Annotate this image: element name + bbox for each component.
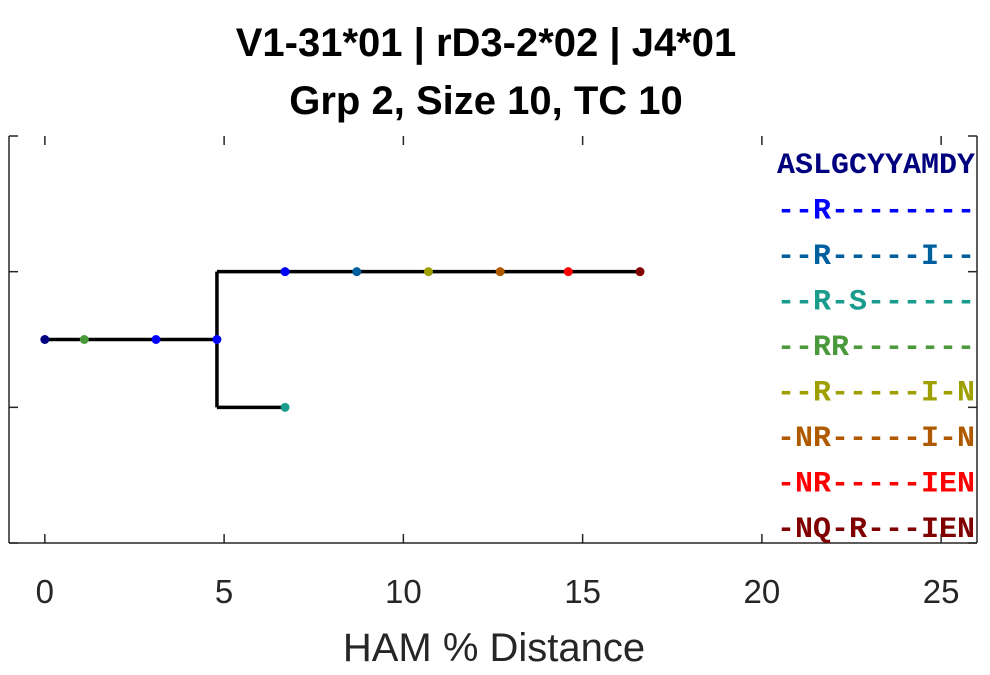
tree-nodes xyxy=(40,267,645,412)
sequence-label: -NQ-R---IEN xyxy=(777,513,975,547)
tree-node xyxy=(635,267,645,277)
tree-node xyxy=(40,335,50,344)
sequence-labels: ASLGCYYAMDY --R-------- --R-----I-- --R-S--… xyxy=(777,149,975,547)
chart-title-line-1: V1-31*01 | rD3-2*02 | J4*01 xyxy=(236,21,737,65)
sequence-label: -NR-----IEN xyxy=(777,468,975,502)
sequence-label: --R-S------ xyxy=(777,286,975,320)
x-tick-label: 25 xyxy=(923,573,960,610)
tree-node xyxy=(212,335,222,344)
x-tick-label: 20 xyxy=(744,573,781,610)
sequence-label: --R-----I-- xyxy=(777,240,975,274)
x-tick-label: 10 xyxy=(385,573,422,610)
x-tick-label: 15 xyxy=(564,573,601,610)
sequence-label: -NR-----I-N xyxy=(777,422,975,456)
tree-node xyxy=(352,267,362,277)
x-axis-label: HAM % Distance xyxy=(343,626,645,670)
tree-node xyxy=(495,267,505,277)
tree-node xyxy=(280,267,290,277)
tree-node xyxy=(79,335,89,344)
x-tick-label: 0 xyxy=(36,573,54,610)
sequence-label: --R-------- xyxy=(777,195,975,229)
tree-node xyxy=(563,267,573,277)
axes: 0 5 10 15 20 25 xyxy=(8,135,978,610)
tree-node xyxy=(280,402,290,412)
x-tick-label: 5 xyxy=(215,573,233,610)
sequence-label: --R-----I-N xyxy=(777,377,975,411)
sequence-label: ASLGCYYAMDY xyxy=(777,149,975,183)
sequence-label: --RR------- xyxy=(777,331,975,365)
tree-edges xyxy=(44,269,640,410)
tree-node xyxy=(423,267,433,277)
tree-node xyxy=(151,335,161,344)
chart-title-line-2: Grp 2, Size 10, TC 10 xyxy=(289,79,683,123)
